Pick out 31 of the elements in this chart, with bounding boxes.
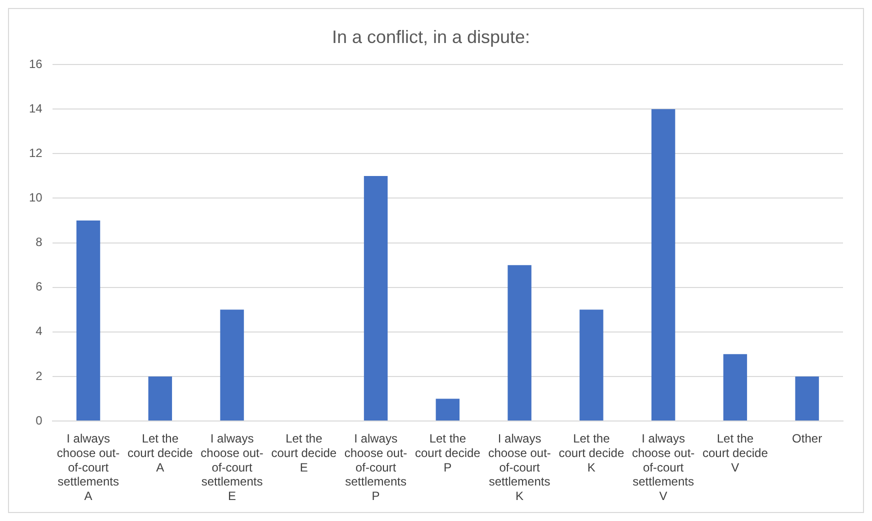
- bar: [508, 265, 532, 420]
- y-tick-label: 0: [36, 413, 43, 428]
- x-tick-label: Other: [792, 432, 822, 446]
- bar: [651, 109, 676, 420]
- x-tick-label: I always choose out-of-court settlements P: [344, 432, 408, 504]
- chart-title: In a conflict, in a dispute:: [332, 26, 530, 47]
- x-tick-label: I always choose out-of-court settlements V: [632, 432, 695, 504]
- bar: [148, 376, 172, 420]
- y-tick-label: 16: [28, 56, 43, 71]
- y-tick-label: 10: [28, 190, 43, 205]
- x-tick-label: Let the court decide K: [558, 432, 624, 474]
- bar: [364, 176, 388, 420]
- y-tick-label: 8: [36, 235, 43, 250]
- bar: [580, 310, 604, 420]
- x-tick-label: I always choose out-of-court settlements E: [200, 432, 264, 504]
- x-tick-label: Let the court decide P: [414, 432, 481, 474]
- y-tick-label: 12: [28, 146, 43, 160]
- x-tick-label: Let the court decide V: [702, 432, 768, 474]
- bar: [76, 220, 100, 420]
- y-tick-label: 4: [36, 324, 43, 338]
- bar: [220, 310, 244, 420]
- y-tick-label: 6: [36, 280, 43, 294]
- x-tick-label: I always choose out-of-court settlements A: [56, 432, 120, 504]
- y-tick-label: 2: [36, 368, 43, 383]
- x-tick-label: Let the court decide A: [127, 432, 194, 474]
- bar: [723, 354, 748, 420]
- x-tick-label: I always choose out-of-court settlements K: [488, 432, 551, 504]
- x-tick-label: Let the court decide E: [271, 432, 337, 474]
- y-tick-label: 14: [28, 101, 43, 116]
- bar: [795, 376, 819, 420]
- bar: [436, 398, 460, 420]
